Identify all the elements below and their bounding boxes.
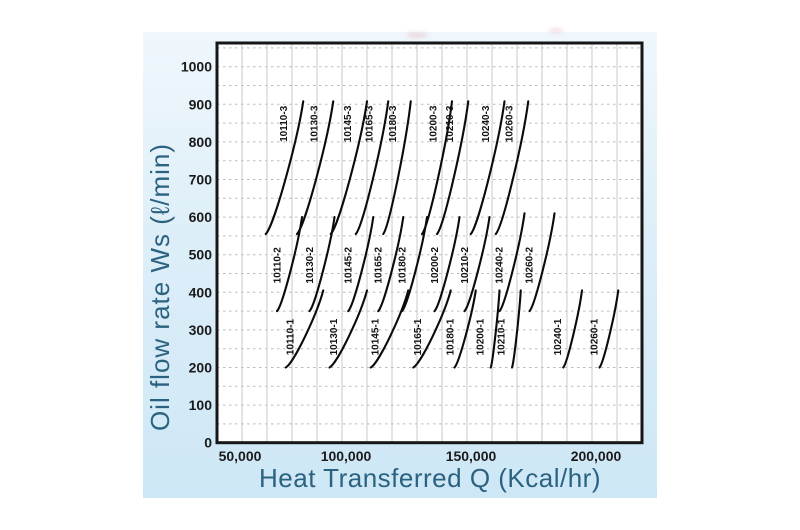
y-axis-title: Oil flow rate Ws (ℓ/min) xyxy=(145,142,175,432)
curve-10110-2 xyxy=(275,216,304,313)
curve-10200-1 xyxy=(489,289,501,369)
curve-10210-3 xyxy=(435,100,470,236)
y-tick-label: 600 xyxy=(189,209,213,225)
curve-10110-1 xyxy=(284,289,325,369)
curve-10165-3 xyxy=(354,100,390,236)
y-tick-label: 1000 xyxy=(181,59,212,75)
curve-10180-3 xyxy=(382,100,412,236)
curve-10260-3 xyxy=(494,100,530,236)
curve-10165-2 xyxy=(377,216,405,313)
curve-label-10145-2: 10145-2 xyxy=(344,246,355,283)
curve-10165-1 xyxy=(412,289,452,369)
curve-10210-2 xyxy=(463,216,491,313)
x-tick-label: 200,000 xyxy=(571,448,622,464)
watermark-smudge xyxy=(406,32,428,38)
curve-label-10180-1: 10180-1 xyxy=(446,318,457,355)
curve-10130-1 xyxy=(328,289,369,369)
curve-label-10165-1: 10165-1 xyxy=(413,318,424,355)
curve-label-10130-1: 10130-1 xyxy=(329,318,340,355)
curve-label-10200-2: 10200-2 xyxy=(430,246,441,283)
watermark-smudge xyxy=(548,28,564,33)
curve-10240-3 xyxy=(469,100,506,236)
curve-10240-2 xyxy=(498,212,526,313)
x-tick-label: 50,000 xyxy=(219,448,262,464)
curve-10130-2 xyxy=(308,216,336,313)
curve-label-10200-1: 10200-1 xyxy=(475,318,486,355)
curve-label-10240-1: 10240-1 xyxy=(553,318,564,355)
curve-10260-1 xyxy=(598,289,620,369)
curve-label-10260-2: 10260-2 xyxy=(524,246,535,283)
curve-label-10145-1: 10145-1 xyxy=(370,318,381,355)
y-tick-label: 500 xyxy=(189,247,213,263)
curve-label-10110-3: 10110-3 xyxy=(279,105,290,142)
plot-frame xyxy=(215,41,644,445)
curve-label-10110-2: 10110-2 xyxy=(272,247,283,284)
y-tick-label: 300 xyxy=(189,322,213,338)
curve-10145-2 xyxy=(347,216,375,313)
curve-10210-1 xyxy=(510,289,522,369)
curve-label-10240-3: 10240-3 xyxy=(481,105,492,142)
curve-label-10240-2: 10240-2 xyxy=(494,246,505,283)
curve-10240-1 xyxy=(562,289,584,369)
curve-10110-3 xyxy=(264,100,305,236)
curve-10200-2 xyxy=(433,216,461,313)
y-tick-label: 100 xyxy=(189,397,213,413)
y-tick-label: 200 xyxy=(189,360,213,376)
curve-label-10210-3: 10210-3 xyxy=(445,105,456,142)
curve-label-10200-3: 10200-3 xyxy=(429,105,440,142)
x-axis-title: Heat Transferred Q (Kcal/hr) xyxy=(259,463,601,493)
curve-10180-2 xyxy=(400,216,429,313)
curve-10260-2 xyxy=(528,212,556,313)
plot-area xyxy=(217,43,642,443)
curve-10145-3 xyxy=(329,100,369,236)
curve-label-10210-2: 10210-2 xyxy=(460,246,471,283)
curve-label-10145-3: 10145-3 xyxy=(343,105,354,142)
y-tick-label: 700 xyxy=(189,172,213,188)
y-tick-label: 0 xyxy=(204,435,212,451)
curve-label-10260-1: 10260-1 xyxy=(589,318,600,355)
x-tick-label: 100,000 xyxy=(321,448,372,464)
x-tick-label: 150,000 xyxy=(446,448,497,464)
curve-10145-1 xyxy=(369,289,410,369)
curve-label-10165-3: 10165-3 xyxy=(365,105,376,142)
curve-label-10130-2: 10130-2 xyxy=(305,246,316,283)
curve-label-10165-2: 10165-2 xyxy=(374,246,385,283)
y-tick-label: 900 xyxy=(189,96,213,112)
y-tick-label: 800 xyxy=(189,134,213,150)
curve-label-10180-2: 10180-2 xyxy=(397,246,408,283)
curve-label-10180-3: 10180-3 xyxy=(388,105,399,142)
curve-label-10210-1: 10210-1 xyxy=(497,318,508,355)
curve-10180-1 xyxy=(453,289,477,369)
curve-label-10130-3: 10130-3 xyxy=(309,105,320,142)
curve-label-10260-3: 10260-3 xyxy=(505,105,516,142)
y-tick-label: 400 xyxy=(189,284,213,300)
curve-label-10110-1: 10110-1 xyxy=(285,319,296,356)
